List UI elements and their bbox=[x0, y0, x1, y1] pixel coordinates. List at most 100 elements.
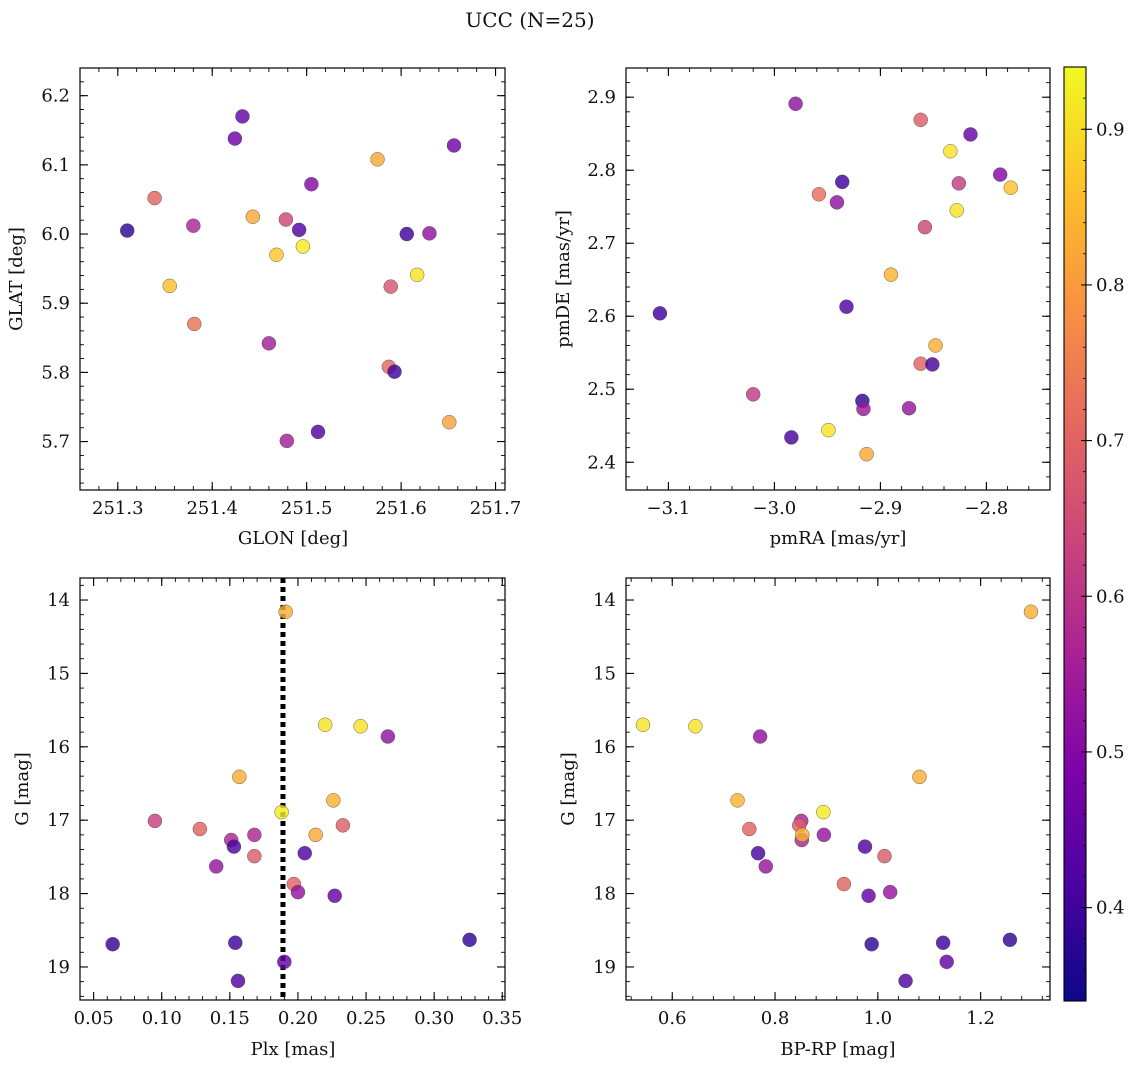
x-tick-label: 251.7 bbox=[470, 498, 522, 519]
x-tick-label: 1.2 bbox=[966, 1008, 995, 1029]
scatter-point-plx-g bbox=[226, 839, 242, 854]
colorbar-gradient bbox=[1064, 67, 1086, 1001]
scatter-point-pmra-pmde bbox=[992, 167, 1008, 182]
scatter-point-glon-glat bbox=[399, 226, 414, 242]
y-tick-label: 2.4 bbox=[587, 452, 616, 473]
scatter-point-bprp-g bbox=[742, 821, 757, 837]
scatter-point-plx-g bbox=[380, 729, 396, 744]
scatter-point-bprp-g bbox=[752, 729, 768, 744]
scatter-point-plx-g bbox=[247, 848, 262, 864]
x-tick-label: 0.30 bbox=[414, 1008, 454, 1029]
scatter-point-plx-g bbox=[308, 827, 323, 843]
scatter-point-bprp-g bbox=[750, 846, 766, 861]
y-axis-label: pmDE [mas/yr] bbox=[553, 210, 574, 348]
scatter-point-bprp-g bbox=[861, 888, 876, 903]
scatter-point-plx-g bbox=[228, 935, 243, 950]
scatter-point-pmra-pmde bbox=[788, 96, 803, 111]
x-tick-label: 0.15 bbox=[210, 1008, 250, 1029]
scatter-point-glon-glat bbox=[269, 247, 284, 262]
scatter-point-pmra-pmde bbox=[856, 401, 871, 417]
x-tick-label: −2.9 bbox=[859, 498, 903, 519]
x-axis-label: Plx [mas] bbox=[251, 1039, 336, 1060]
scatter-point-glon-glat bbox=[278, 212, 294, 227]
y-tick-label: 2.5 bbox=[587, 379, 616, 400]
scatter-point-glon-glat bbox=[370, 152, 385, 167]
x-axis-label: pmRA [mas/yr] bbox=[770, 528, 907, 549]
x-tick-label: 0.05 bbox=[74, 1008, 114, 1029]
axes-frame bbox=[79, 67, 506, 491]
scatter-point-bprp-g bbox=[857, 839, 873, 854]
y-tick-label: 2.8 bbox=[587, 160, 616, 181]
scatter-point-glon-glat bbox=[387, 364, 402, 379]
scatter-point-pmra-pmde bbox=[963, 127, 978, 142]
scatter-point-pmra-pmde bbox=[951, 176, 967, 191]
y-tick-label: 19 bbox=[47, 957, 70, 978]
scatter-point-pmra-pmde bbox=[811, 187, 827, 202]
scatter-point-pmra-pmde bbox=[839, 299, 854, 314]
y-tick-label: 5.9 bbox=[41, 293, 70, 314]
scatter-point-glon-glat bbox=[446, 138, 462, 153]
scatter-point-pmra-pmde bbox=[859, 447, 874, 462]
scatter-point-plx-g bbox=[327, 888, 342, 903]
colorbar-tick-label: 0.8 bbox=[1096, 275, 1125, 296]
scatter-point-pmra-pmde bbox=[883, 267, 899, 282]
x-tick-label: 0.35 bbox=[482, 1008, 522, 1029]
y-axis-label: G [mag] bbox=[558, 752, 579, 825]
y-tick-label: 19 bbox=[593, 957, 616, 978]
scatter-point-plx-g bbox=[147, 813, 163, 829]
x-tick-label: 0.25 bbox=[346, 1008, 386, 1029]
scatter-point-glon-glat bbox=[409, 267, 425, 283]
scatter-point-plx-g bbox=[353, 719, 368, 734]
scatter-point-bprp-g bbox=[882, 884, 898, 900]
scatter-point-plx-g bbox=[278, 604, 293, 619]
x-axis-label: GLON [deg] bbox=[238, 528, 348, 549]
scatter-point-plx-g bbox=[192, 821, 208, 837]
scatter-point-bprp-g bbox=[836, 876, 852, 892]
x-tick-label: −3.1 bbox=[647, 498, 691, 519]
x-tick-label: 0.6 bbox=[658, 1008, 687, 1029]
y-tick-label: 17 bbox=[47, 810, 70, 831]
scatter-point-bprp-g bbox=[864, 937, 879, 952]
scatter-point-glon-glat bbox=[295, 239, 311, 254]
y-tick-label: 14 bbox=[593, 590, 616, 611]
scatter-point-bprp-g bbox=[758, 859, 773, 874]
y-tick-label: 6.2 bbox=[41, 86, 70, 107]
y-tick-label: 5.7 bbox=[41, 432, 70, 453]
scatter-point-bprp-g bbox=[730, 793, 745, 808]
scatter-point-glon-glat bbox=[279, 433, 295, 449]
x-tick-label: 1.0 bbox=[864, 1008, 893, 1029]
axes-frame bbox=[79, 577, 506, 1001]
scatter-point-pmra-pmde bbox=[901, 401, 917, 416]
y-tick-label: 16 bbox=[47, 737, 70, 758]
colorbar-tick-label: 0.7 bbox=[1096, 431, 1125, 452]
scatter-point-glon-glat bbox=[442, 415, 457, 430]
scatter-point-glon-glat bbox=[383, 279, 398, 294]
x-tick-label: 251.5 bbox=[281, 498, 333, 519]
scatter-point-plx-g bbox=[232, 769, 247, 785]
scatter-point-plx-g bbox=[209, 859, 224, 874]
y-tick-label: 6.1 bbox=[41, 155, 70, 176]
scatter-point-plx-g bbox=[335, 818, 351, 833]
x-tick-label: −3.0 bbox=[753, 498, 797, 519]
colorbar-tick-label: 0.4 bbox=[1096, 898, 1125, 919]
panel-glon-glat: 251.3 251.4 251.5 251.6 251.7 5.7 5.8 5.9 6.0 6.1… bbox=[6, 67, 522, 549]
scatter-point-pmra-pmde bbox=[652, 306, 668, 321]
scatter-point-bprp-g bbox=[816, 804, 831, 820]
x-tick-label: 0.8 bbox=[761, 1008, 790, 1029]
scatter-point-bprp-g bbox=[898, 973, 913, 989]
scatter-point-bprp-g bbox=[688, 719, 703, 734]
y-tick-label: 15 bbox=[593, 663, 616, 684]
scatter-point-plx-g bbox=[105, 937, 120, 952]
scatter-point-plx-g bbox=[317, 717, 333, 732]
y-tick-label: 14 bbox=[47, 590, 70, 611]
scatter-point-bprp-g bbox=[877, 848, 892, 864]
scatter-point-glon-glat bbox=[187, 316, 202, 332]
y-axis-label: G [mag] bbox=[12, 752, 33, 825]
scatter-point-glon-glat bbox=[235, 109, 250, 124]
scatter-point-bprp-g bbox=[912, 769, 927, 785]
scatter-point-bprp-g bbox=[795, 827, 810, 843]
y-tick-label: 17 bbox=[593, 810, 616, 831]
x-tick-label: −2.8 bbox=[965, 498, 1009, 519]
scatter-point-glon-glat bbox=[162, 278, 177, 294]
